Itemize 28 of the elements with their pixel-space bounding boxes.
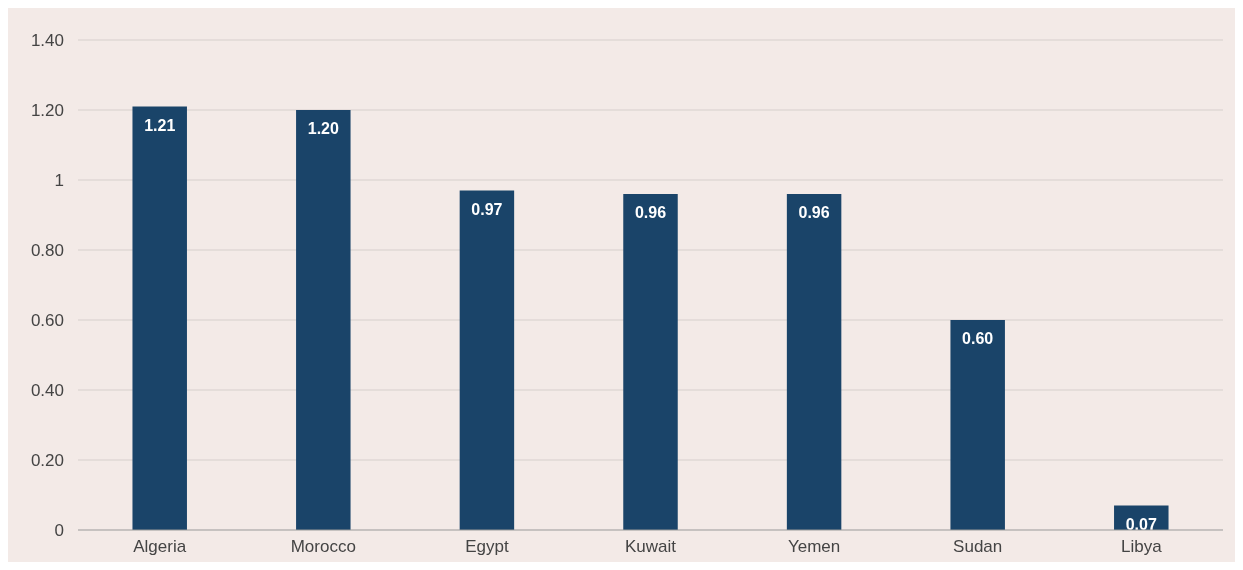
y-tick-label: 1 — [54, 170, 64, 190]
x-tick-label: Yemen — [787, 537, 841, 556]
bar — [132, 106, 187, 530]
bar — [786, 194, 842, 530]
bar — [296, 110, 351, 530]
bar — [459, 190, 515, 530]
y-tick-label: 0.40 — [30, 380, 64, 400]
data-label: 0.96 — [798, 204, 830, 221]
y-tick-label: 0.60 — [30, 310, 64, 330]
y-tick-label: 0.20 — [30, 450, 64, 470]
x-tick-label: Algeria — [133, 537, 187, 556]
y-tick-label: 0.80 — [30, 240, 64, 260]
data-label: 0.60 — [962, 330, 994, 347]
x-tick-label: Egypt — [465, 537, 509, 556]
data-label: 0.07 — [1125, 515, 1157, 533]
bar — [950, 320, 1005, 530]
bar — [623, 194, 678, 530]
x-tick-label: Sudan — [953, 537, 1003, 556]
y-tick-label: 0 — [54, 520, 64, 540]
x-tick-label: Kuwait — [624, 537, 677, 556]
data-label: 1.20 — [307, 120, 339, 137]
y-tick-label: 1.40 — [30, 30, 64, 50]
y-tick-label: 1.20 — [30, 100, 64, 120]
x-tick-label: Libya — [1120, 537, 1163, 556]
x-tick-label: Morocco — [290, 537, 356, 556]
data-label: 0.97 — [471, 200, 503, 218]
data-label: 0.96 — [634, 204, 667, 221]
data-label: 1.21 — [144, 116, 176, 134]
